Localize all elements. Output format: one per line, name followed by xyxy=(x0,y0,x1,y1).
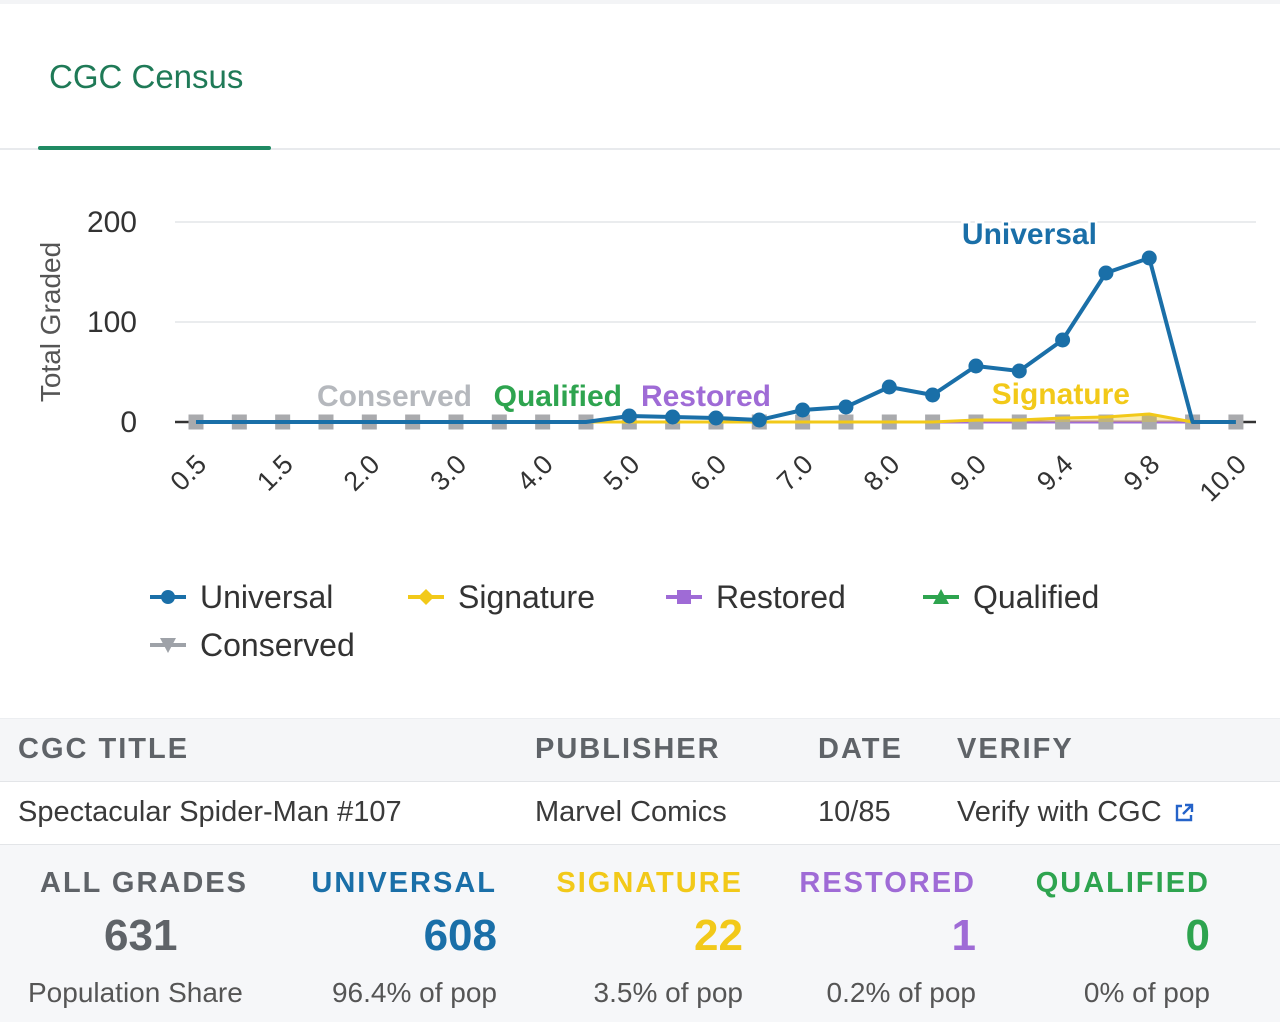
x-tick-label: 9.4 xyxy=(1031,449,1079,497)
data-point xyxy=(621,408,637,424)
census-line-chart: 0 100 200 Total Graded 0.5 1.5 2.0 3.0 4.0 5.0 6.0… xyxy=(35,206,1256,507)
header-date: DATE xyxy=(818,733,903,765)
legend-label: Signature xyxy=(458,578,595,615)
stat-value: 1 xyxy=(951,911,976,960)
header-verify: VERIFY xyxy=(957,733,1074,765)
qualified-marker-icon xyxy=(923,589,959,604)
legend-row: Universal Signature Restored Qualified xyxy=(148,575,1248,623)
verify-with-cgc-link[interactable]: Verify with CGC xyxy=(957,796,1196,829)
data-point xyxy=(1098,265,1114,281)
data-point xyxy=(968,358,984,374)
data-point xyxy=(968,414,984,430)
x-tick-label: 10.0 xyxy=(1194,449,1252,507)
data-point xyxy=(1141,414,1157,430)
legend-label: Qualified xyxy=(973,578,1100,615)
legend-label: Restored xyxy=(716,578,846,615)
stat-label: UNIVERSAL xyxy=(311,867,497,899)
stat-share: 3.5% of pop xyxy=(593,977,743,1008)
tab-cgc-census[interactable]: CGC Census xyxy=(38,52,271,150)
series-annotation-label: Universal xyxy=(962,218,1097,251)
active-tab-indicator xyxy=(38,146,271,150)
series-annotation-label: Restored xyxy=(641,380,771,413)
external-link-icon xyxy=(1175,803,1193,821)
stat-share: Population Share xyxy=(28,977,243,1008)
population-stats: ALL GRADES 631 Population Share UNIVERSA… xyxy=(0,845,1280,1022)
data-point xyxy=(1011,414,1027,430)
x-tick-label: 4.0 xyxy=(511,449,559,497)
x-tick-label: 8.0 xyxy=(858,449,906,497)
header-cgc-title: CGC TITLE xyxy=(18,733,190,765)
x-tick-label: 9.8 xyxy=(1118,449,1166,497)
legend-item-signature[interactable]: Signature xyxy=(406,575,595,619)
x-tick-label: 3.0 xyxy=(424,449,472,497)
card-top-edge xyxy=(0,0,1280,4)
stat-share: 0.2% of pop xyxy=(826,977,976,1008)
tab-label: CGC Census xyxy=(49,58,244,95)
x-tick-label: 2.0 xyxy=(338,449,386,497)
x-tick-label: 7.0 xyxy=(771,449,819,497)
y-tick-label: 100 xyxy=(87,306,137,339)
series-annotation-label: Signature xyxy=(992,378,1130,411)
stat-value: 22 xyxy=(694,911,743,960)
series-universal xyxy=(196,250,1236,428)
data-point xyxy=(1141,250,1157,266)
series-area xyxy=(196,414,1236,422)
x-tick-label: 0.5 xyxy=(164,449,212,497)
stat-share: 96.4% of pop xyxy=(331,977,497,1008)
data-point xyxy=(665,409,681,425)
title-info-table: CGC TITLE PUBLISHER DATE VERIFY Spectacu… xyxy=(0,718,1280,845)
legend-label: Universal xyxy=(200,578,334,615)
data-point xyxy=(708,410,724,426)
data-point xyxy=(795,402,811,418)
publisher-name: Marvel Comics xyxy=(535,796,727,828)
y-tick-label: 200 xyxy=(87,206,137,239)
universal-marker-icon xyxy=(150,590,186,604)
series-annotation-label: Conserved xyxy=(317,380,472,413)
legend-row: Conserved xyxy=(148,623,1248,671)
table-row: Spectacular Spider-Man #107 Marvel Comic… xyxy=(0,782,1280,845)
legend-item-conserved[interactable]: Conserved xyxy=(148,623,355,667)
data-point xyxy=(838,399,854,415)
tab-bar: CGC Census xyxy=(0,0,1280,150)
legend-item-qualified[interactable]: Qualified xyxy=(921,575,1099,619)
conserved-marker-icon xyxy=(150,638,186,653)
info-table-header: CGC TITLE PUBLISHER DATE VERIFY xyxy=(0,718,1280,782)
x-tick-label: 6.0 xyxy=(684,449,732,497)
comic-title: Spectacular Spider-Man #107 xyxy=(18,796,402,828)
header-publisher: PUBLISHER xyxy=(535,733,721,765)
stat-label: ALL GRADES xyxy=(40,867,248,899)
data-point xyxy=(751,412,767,428)
stat-value: 0 xyxy=(1185,911,1210,960)
signature-marker-icon xyxy=(408,589,444,605)
legend-label: Conserved xyxy=(200,626,355,663)
series-annotation-label: Qualified xyxy=(494,380,622,413)
stat-share: 0% of pop xyxy=(1083,977,1210,1008)
x-tick-label: 1.5 xyxy=(251,449,299,497)
stat-label: RESTORED xyxy=(799,867,976,899)
stat-value: 631 xyxy=(104,911,178,960)
x-tick-label: 9.0 xyxy=(944,449,992,497)
x-tick-label: 5.0 xyxy=(598,449,646,497)
data-point xyxy=(925,387,941,403)
data-point xyxy=(1011,363,1027,379)
stat-label: SIGNATURE xyxy=(556,867,743,899)
y-tick-label: 0 xyxy=(120,406,137,439)
legend-item-restored[interactable]: Restored xyxy=(664,575,846,619)
stat-value: 608 xyxy=(423,911,497,960)
stat-label: QUALIFIED xyxy=(1035,867,1210,899)
data-point xyxy=(1055,332,1071,348)
chart-legend: Universal Signature Restored Qualified C… xyxy=(148,575,1248,671)
data-point xyxy=(881,379,897,395)
verify-link-label: Verify with CGC xyxy=(957,796,1162,828)
restored-marker-icon xyxy=(666,590,702,604)
issue-date: 10/85 xyxy=(818,796,891,828)
legend-item-universal[interactable]: Universal xyxy=(148,575,333,619)
y-axis-label: Total Graded xyxy=(35,242,66,402)
